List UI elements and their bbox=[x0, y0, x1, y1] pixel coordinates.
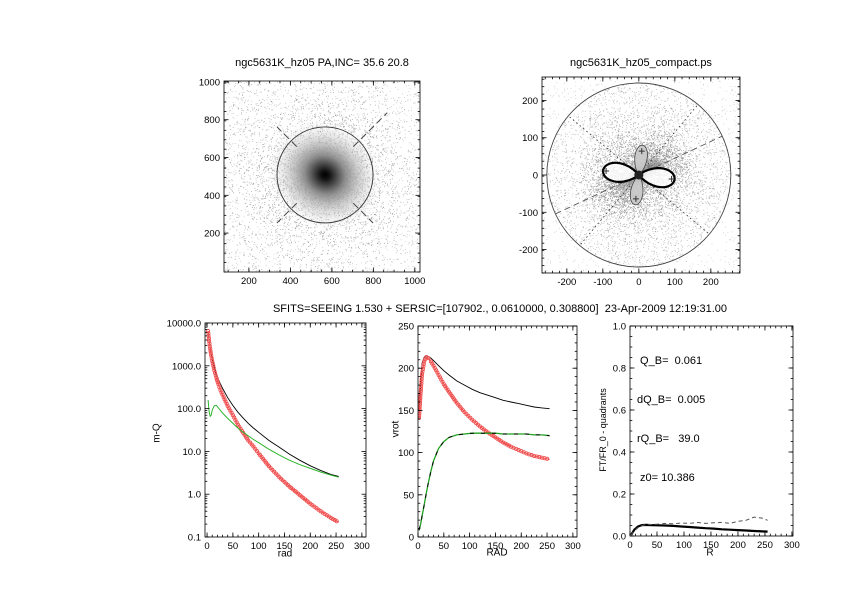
svg-text:600: 600 bbox=[204, 153, 220, 164]
svg-text:300: 300 bbox=[565, 541, 581, 552]
svg-text:150: 150 bbox=[488, 541, 504, 552]
svg-text:1.0: 1.0 bbox=[613, 322, 626, 333]
svg-text:200: 200 bbox=[302, 541, 318, 552]
svg-text:0.2: 0.2 bbox=[613, 490, 626, 501]
svg-text:0: 0 bbox=[409, 533, 414, 544]
svg-text:400: 400 bbox=[204, 191, 220, 202]
svg-text:-200: -200 bbox=[557, 277, 576, 288]
compact-title: ngc5631K_hz05_compact.ps bbox=[570, 57, 712, 69]
svg-text:600: 600 bbox=[324, 276, 340, 287]
svg-text:0.4: 0.4 bbox=[613, 448, 626, 459]
rotation-x-axis-label: RAD bbox=[486, 547, 508, 559]
svg-text:0: 0 bbox=[204, 541, 209, 552]
svg-text:1000: 1000 bbox=[199, 77, 220, 88]
svg-text:1000.0: 1000.0 bbox=[172, 361, 201, 372]
svg-text:250: 250 bbox=[539, 541, 555, 552]
fit-row-title: SFITS=SEEING 1.530 + SERSIC=[107902., 0.… bbox=[272, 303, 728, 315]
svg-text:800: 800 bbox=[204, 115, 220, 126]
svg-text:1.0: 1.0 bbox=[188, 490, 201, 501]
svg-text:50: 50 bbox=[439, 541, 450, 552]
svg-text:100.0: 100.0 bbox=[177, 404, 201, 415]
svg-text:200: 200 bbox=[204, 229, 220, 240]
svg-text:0: 0 bbox=[415, 541, 420, 552]
fourier-x-axis-label: R bbox=[706, 547, 714, 559]
svg-text:150: 150 bbox=[703, 540, 719, 551]
svg-text:0: 0 bbox=[636, 277, 641, 288]
svg-text:0.8: 0.8 bbox=[613, 364, 626, 375]
svg-text:200: 200 bbox=[398, 364, 414, 375]
rotation-y-axis-label: vrot bbox=[390, 420, 402, 438]
svg-text:250: 250 bbox=[398, 322, 414, 333]
svg-text:150: 150 bbox=[277, 541, 293, 552]
svg-text:200: 200 bbox=[513, 541, 529, 552]
galaxy-image-title: ngc5631K_hz05 PA,INC= 35.6 20.8 bbox=[235, 57, 409, 69]
svg-text:800: 800 bbox=[365, 276, 381, 287]
svg-text:200: 200 bbox=[522, 96, 538, 107]
svg-text:200: 200 bbox=[703, 277, 719, 288]
profile-y-axis-label: m-Q bbox=[151, 423, 163, 443]
svg-text:300: 300 bbox=[354, 541, 370, 552]
svg-text:0: 0 bbox=[627, 540, 632, 551]
svg-text:100: 100 bbox=[251, 541, 267, 552]
svg-text:-100: -100 bbox=[593, 277, 612, 288]
svg-text:300: 300 bbox=[784, 540, 800, 551]
svg-text:150: 150 bbox=[398, 406, 414, 417]
fit-param-dqb: dQ_B= 0.005 bbox=[637, 394, 706, 406]
profile-x-axis-label: rad bbox=[277, 548, 293, 560]
fourier-y-axis-label: FT/FR_0 - quadrants bbox=[598, 388, 608, 472]
svg-text:100: 100 bbox=[667, 277, 683, 288]
fit-param-z0: z0= 10.386 bbox=[637, 472, 695, 484]
svg-text:-200: -200 bbox=[519, 245, 538, 256]
svg-text:50: 50 bbox=[652, 540, 663, 551]
svg-text:100: 100 bbox=[676, 540, 692, 551]
svg-text:-100: -100 bbox=[519, 208, 538, 219]
svg-text:400: 400 bbox=[282, 276, 298, 287]
svg-text:100: 100 bbox=[462, 541, 478, 552]
svg-text:0.6: 0.6 bbox=[613, 406, 626, 417]
svg-text:250: 250 bbox=[757, 540, 773, 551]
fit-param-qb: Q_B= 0.061 bbox=[637, 355, 703, 367]
svg-text:50: 50 bbox=[228, 541, 239, 552]
svg-text:1000: 1000 bbox=[404, 276, 425, 287]
svg-text:100: 100 bbox=[522, 133, 538, 144]
svg-text:200: 200 bbox=[730, 540, 746, 551]
svg-text:0.1: 0.1 bbox=[188, 533, 201, 544]
fit-param-rqb: rQ_B= 39.0 bbox=[637, 433, 700, 445]
svg-text:100: 100 bbox=[398, 448, 414, 459]
svg-text:10000.0: 10000.0 bbox=[167, 319, 201, 330]
svg-text:0.0: 0.0 bbox=[613, 532, 626, 543]
fit-parameters: Q_B= 0.061 dQ_B= 0.005 rQ_B= 39.0 z0= 10… bbox=[637, 329, 705, 511]
svg-text:10.0: 10.0 bbox=[183, 447, 202, 458]
svg-text:0: 0 bbox=[533, 171, 538, 182]
svg-text:50: 50 bbox=[403, 490, 414, 501]
svg-text:250: 250 bbox=[328, 541, 344, 552]
svg-text:200: 200 bbox=[241, 276, 257, 287]
